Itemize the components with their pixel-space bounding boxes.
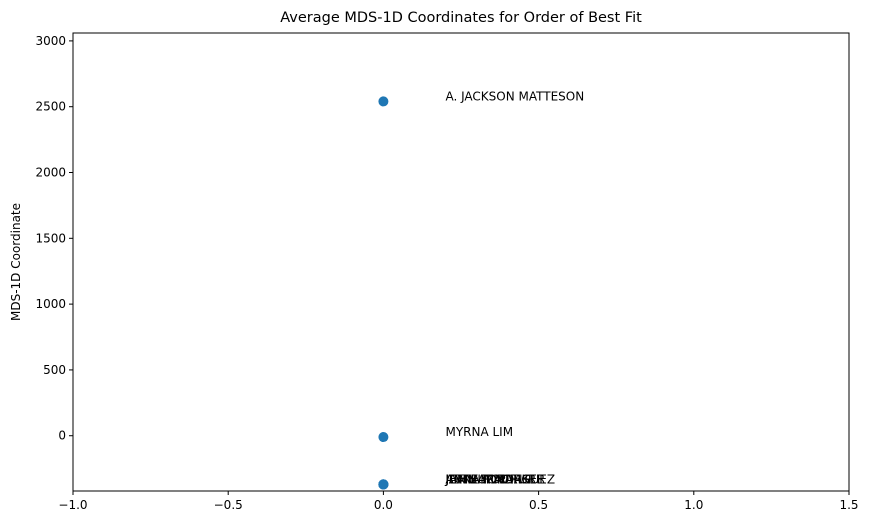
point-labels: A. JACKSON MATTESON MYRNA LIM JOHN FORDANN…	[444, 89, 584, 486]
x-tick-label: −0.5	[214, 498, 243, 512]
data-point-label: A. JACKSON MATTESON	[445, 89, 584, 103]
data-point	[378, 96, 389, 107]
data-point-label: JOHN FORD	[444, 472, 514, 486]
plot-area-frame	[72, 32, 850, 492]
data-point	[378, 432, 389, 443]
y-tick-label: 1500	[35, 231, 66, 245]
y-tick-label: 1000	[35, 297, 66, 311]
data-points	[378, 96, 389, 490]
y-tick-label: 3000	[35, 34, 66, 48]
y-tick-label: 500	[43, 363, 66, 377]
x-tick-label: 1.0	[684, 498, 703, 512]
x-axis-ticks: −1.0 −0.5 0.0 0.5 1.0 1.5	[58, 491, 859, 512]
data-point-label: ANNA MACIAS	[445, 472, 529, 486]
data-point-label: JEAN ARMATURE	[444, 472, 543, 486]
x-tick-label: 0.5	[529, 498, 548, 512]
x-tick-label: 1.5	[839, 498, 858, 512]
y-tick-label: 0	[58, 429, 66, 443]
x-tick-label: 0.0	[374, 498, 393, 512]
data-point-label: ARTHUR PARKER	[445, 472, 545, 486]
chart-title: Average MDS-1D Coordinates for Order of …	[280, 10, 642, 26]
y-tick-label: 2000	[35, 166, 66, 180]
data-point	[378, 479, 389, 490]
y-axis-ticks: 0 500 1000 1500 2000 2500 3000	[35, 34, 73, 443]
x-tick-label: −1.0	[58, 498, 87, 512]
y-tick-label: 2500	[35, 100, 66, 114]
data-point-label: MYRNA LIM	[445, 425, 513, 439]
data-point-label: JAMIE RODRIGUEZ	[444, 472, 555, 486]
y-axis-label: MDS-1D Coordinate	[9, 203, 23, 321]
